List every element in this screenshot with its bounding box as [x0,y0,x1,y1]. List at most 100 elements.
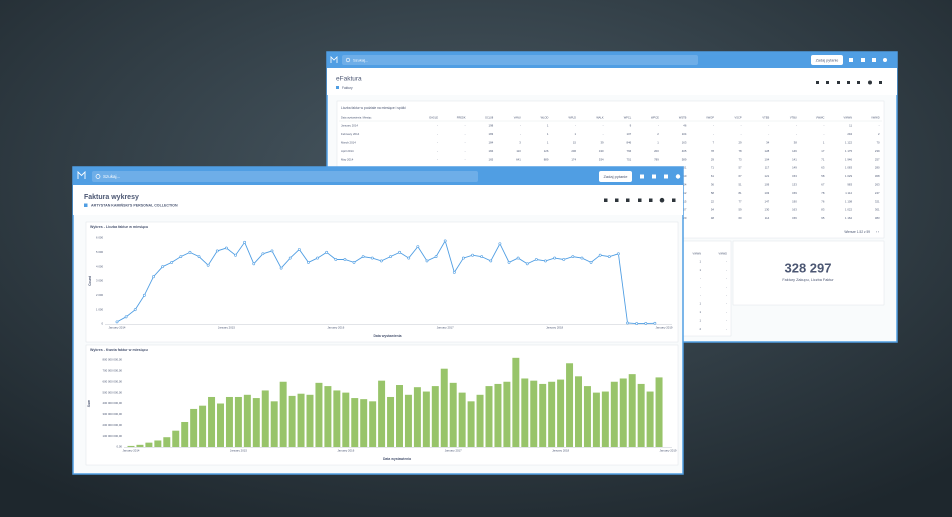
icon[interactable] [675,174,681,179]
table-cell: - [768,124,769,128]
bar [306,394,314,447]
icon[interactable] [604,198,608,203]
table-cell: 103 [765,191,770,195]
x-axis-label: Data wystawienia [383,457,411,461]
icon[interactable] [847,81,850,84]
icon[interactable] [659,197,665,203]
column-header: WSTB [679,116,687,120]
table-cell: - [726,260,727,264]
table-cell: - [700,285,701,289]
table-cell: 1 [574,132,576,136]
bar [449,382,457,447]
bar [512,357,520,447]
y-tick-label: 600 000 000,00 [103,379,123,383]
y-tick-label: 200 000 000,00 [103,423,123,427]
bar [646,391,654,447]
icon[interactable] [672,198,676,203]
table-cell: 149 [792,166,797,170]
table-cell: 620 [682,216,687,220]
table-cell: 280 [875,166,880,170]
table-cell: 2 [699,327,701,331]
bar [217,403,224,447]
icon[interactable] [640,174,644,179]
point [607,255,611,259]
table-cell: 63 [821,166,825,170]
icon[interactable] [649,198,653,203]
icon[interactable] [883,58,887,62]
search-box[interactable] [92,171,478,182]
search-box[interactable] [342,55,698,65]
table-cell: - [437,132,438,136]
bar [243,394,251,447]
nav-icons [849,58,887,62]
x-tick-label: January 2017 [437,326,454,330]
table-cell: 70 [876,141,880,145]
ask-button[interactable] [811,55,843,65]
table-cell: 71 [711,166,715,170]
icon[interactable] [879,81,882,84]
table-cell: 846 [627,141,632,145]
icon[interactable] [615,198,619,203]
icon[interactable] [664,174,668,179]
table-cell: 81 [738,191,742,195]
icon[interactable] [849,58,853,62]
table-cell: - [465,132,466,136]
search-text: Szukaj... [103,174,120,179]
table-cell: 15 [573,141,577,145]
chart-title: Wykres - Kwota faktur w miesiącu [90,348,148,352]
point [562,258,566,261]
ask-button[interactable] [599,171,632,182]
table-cell: - [437,124,438,128]
bar [548,381,556,447]
table-cell: 383 [875,216,880,220]
point [161,265,164,269]
collection-link[interactable]: Faktury [342,86,353,90]
table-cell: - [823,124,824,128]
table-cell: 153 [792,174,797,178]
table-cell: 2 [657,132,659,136]
point [115,320,119,324]
column-header: VWWN [693,252,702,256]
point [534,258,538,261]
line [116,239,655,325]
table-cell: 59 [738,208,742,212]
bar [342,392,350,447]
collection-icon [84,203,88,207]
column-header: WPCL [624,116,632,120]
bar [181,421,189,447]
bar [172,430,180,447]
icon[interactable] [857,81,860,84]
logo[interactable] [330,56,338,63]
icon[interactable] [638,198,642,203]
icon[interactable] [826,81,829,84]
table-cell: 128 [765,149,770,153]
table-cell: - [603,132,604,136]
table-cell: 1 [547,141,549,145]
icon[interactable] [816,81,819,84]
bar [270,401,278,447]
column-header: VWWD [719,252,728,256]
table-cell: - [658,124,659,128]
table-cell: 109 [765,183,770,187]
icon[interactable] [872,58,876,62]
collection-link[interactable]: ARTYSTAN KAMIŃSKI'S PERSONAL COLLECTION [91,202,178,207]
icon[interactable] [868,80,872,85]
point [224,246,228,250]
table-cell: 34 [766,141,770,145]
bar [190,408,198,447]
pager-arrows[interactable]: ‹ › [876,230,879,234]
table-cell: 206 [571,149,576,153]
icon[interactable] [837,81,840,84]
icon[interactable] [626,198,630,203]
table-cell: - [741,124,742,128]
nav-icons [640,174,681,179]
table-cell: 165 [489,157,494,161]
logo[interactable] [77,170,86,179]
column-header: WPLD [569,116,577,120]
bar [225,396,233,447]
table-cell: 29 [711,157,715,161]
front-window: Szukaj... Zadaj pytanie Faktura wykresy … [72,166,684,475]
icon[interactable] [652,174,656,179]
icon[interactable] [861,58,865,62]
point [188,250,192,254]
